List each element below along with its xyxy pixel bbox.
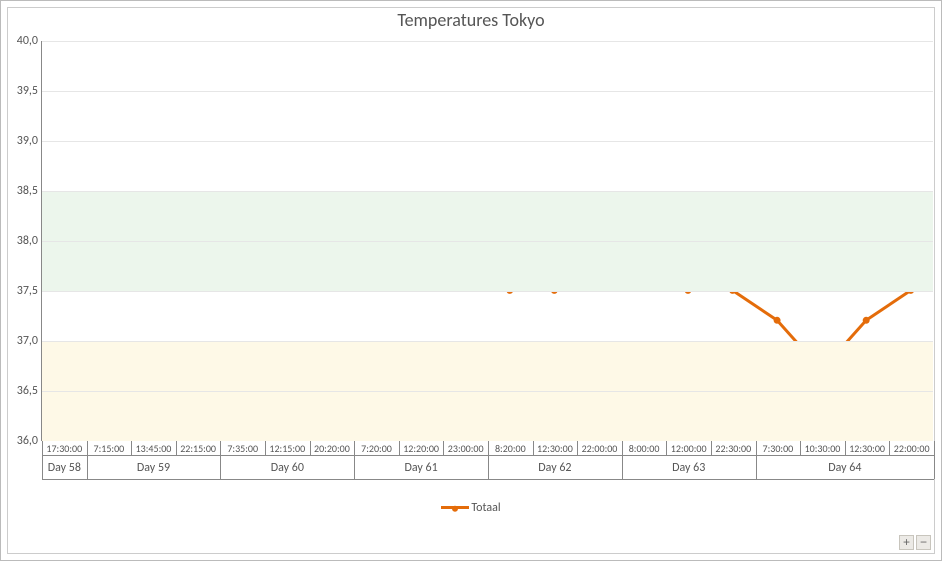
x-tick-label: 8:20:00: [495, 440, 526, 455]
y-tick-label: 36,0: [17, 434, 42, 448]
series-marker: [774, 317, 781, 324]
x-tick: [533, 441, 534, 455]
x-tick-label: 22:15:00: [180, 440, 216, 455]
x-tick: [399, 441, 400, 455]
zoom-out-button[interactable]: −: [916, 535, 931, 550]
x-tick: [265, 441, 266, 455]
y-tick-label: 39,5: [17, 84, 42, 98]
x-category-tick: [354, 441, 355, 479]
chart-title: Temperatures Tokyo: [1, 9, 941, 31]
gridline: [42, 191, 933, 192]
x-tick-label: 12:00:00: [671, 440, 707, 455]
x-category-label: Day 59: [137, 461, 170, 475]
gridline: [42, 291, 933, 292]
x-tick: [666, 441, 667, 455]
y-tick-label: 39,0: [17, 134, 42, 148]
gridline: [42, 141, 933, 142]
y-tick-label: 38,5: [17, 184, 42, 198]
x-tick-label: 7:35:00: [227, 440, 258, 455]
x-category-tick: [87, 441, 88, 479]
x-tick-label: 12:20:00: [403, 440, 439, 455]
x-tick-label: 12:15:00: [269, 440, 305, 455]
series-marker: [863, 317, 870, 324]
x-tick-label: 12:30:00: [849, 440, 885, 455]
x-tick-label: 23:00:00: [448, 440, 484, 455]
x-tick: [845, 441, 846, 455]
chart-frame: Temperatures Tokyo 36,036,537,037,538,03…: [0, 0, 942, 561]
x-category-tick: [488, 441, 489, 479]
x-category-tick: [934, 441, 935, 479]
legend-label: Totaal: [471, 501, 500, 515]
y-tick-label: 37,5: [17, 284, 42, 298]
y-tick-label: 38,0: [17, 234, 42, 248]
x-tick-label: 17:30:00: [46, 440, 82, 455]
x-category-tick: [756, 441, 757, 479]
x-category-label: Day 58: [48, 461, 81, 475]
zoom-in-button[interactable]: +: [899, 535, 914, 550]
zoom-controls: + −: [899, 535, 931, 550]
x-tick: [176, 441, 177, 455]
gridline: [42, 91, 933, 92]
x-tick: [443, 441, 444, 455]
x-tick-label: 8:00:00: [629, 440, 660, 455]
x-category-label: Day 60: [271, 461, 304, 475]
gridline: [42, 391, 933, 392]
x-category-baseline: [42, 479, 934, 480]
x-tick: [131, 441, 132, 455]
x-tick-label: 10:30:00: [805, 440, 841, 455]
x-tick-label: 12:30:00: [537, 440, 573, 455]
x-category-midline: [42, 455, 934, 456]
x-tick: [889, 441, 890, 455]
x-category-tick: [622, 441, 623, 479]
x-tick-label: 7:15:00: [94, 440, 125, 455]
legend-swatch: [441, 506, 469, 509]
x-tick-label: 22:00:00: [894, 440, 930, 455]
x-tick-label: 20:20:00: [314, 440, 350, 455]
x-tick-label: 7:30:00: [763, 440, 794, 455]
x-tick: [800, 441, 801, 455]
gridline: [42, 41, 933, 42]
y-tick-label: 36,5: [17, 384, 42, 398]
x-category-label: Day 64: [828, 461, 861, 475]
gridline: [42, 341, 933, 342]
y-tick-label: 40,0: [17, 34, 42, 48]
plot-area: 36,036,537,037,538,038,539,039,540,017:3…: [41, 41, 933, 441]
x-category-label: Day 63: [672, 461, 705, 475]
x-tick-label: 22:00:00: [582, 440, 618, 455]
x-category-tick: [42, 441, 43, 479]
x-tick-label: 13:45:00: [136, 440, 172, 455]
x-tick: [577, 441, 578, 455]
gridline: [42, 241, 933, 242]
x-tick-label: 22:30:00: [715, 440, 751, 455]
x-category-tick: [220, 441, 221, 479]
x-category-label: Day 62: [538, 461, 571, 475]
x-tick: [711, 441, 712, 455]
x-tick-label: 7:20:00: [361, 440, 392, 455]
legend: Totaal: [1, 501, 941, 515]
x-category-label: Day 61: [404, 461, 437, 475]
y-tick-label: 37,0: [17, 334, 42, 348]
x-tick: [310, 441, 311, 455]
